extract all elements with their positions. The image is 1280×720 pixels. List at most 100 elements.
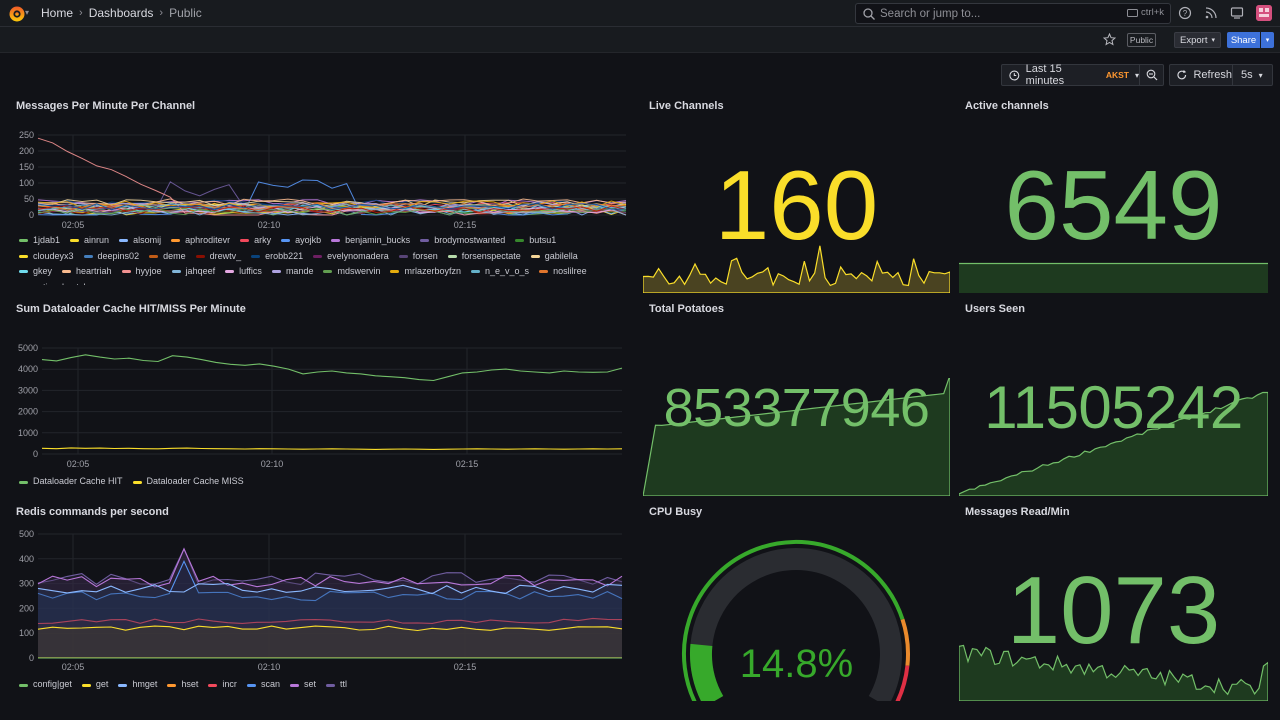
zoom-out-icon [1146,69,1157,81]
legend-item[interactable]: butsu1 [515,233,556,249]
star-icon[interactable] [1103,33,1116,46]
legend-item[interactable]: hyyjoe [121,264,162,280]
legend-swatch [246,683,256,687]
legend-item[interactable]: brodymostwanted [420,233,505,249]
legend-item[interactable]: Dataloader Cache HIT [19,473,123,491]
time-range-picker[interactable]: Last 15 minutes AKST ▾ [1001,63,1140,87]
legend-item[interactable]: set [289,676,316,694]
panel-title: Messages Per Minute Per Channel [16,100,196,112]
legend-item[interactable]: noslilree [539,264,587,280]
timezone-label: AKST [1105,70,1129,80]
legend-item[interactable]: ainrun [70,233,109,249]
legend-item[interactable]: hset [167,676,198,694]
avatar[interactable] [1256,5,1272,21]
legend-label: deepins02 [97,250,140,261]
legend-item[interactable]: deme [149,249,186,265]
dataloader-timeseries-chart[interactable]: 5000 4000 3000 2000 1000 0 02:05 02:10 02:15 [16,333,630,473]
legend-item[interactable]: get [81,676,108,694]
legend-item[interactable]: cloudeyx3 [19,249,74,265]
legend-swatch [132,480,142,484]
legend-item[interactable]: n_e_v_o_s [471,264,529,280]
messages-timeseries-chart[interactable]: 250 200 150 100 50 0 02:05 02:10 02:15 [16,125,630,235]
legend-item[interactable]: arky [240,233,271,249]
legend-item[interactable]: incr [208,676,237,694]
legend-label: gabilella [544,250,578,261]
refresh-button[interactable]: Refresh [1169,64,1233,86]
breadcrumb-dashboards[interactable]: Dashboards [88,6,154,20]
legend-item[interactable]: gkey [19,264,52,280]
legend-item[interactable]: nymn [98,280,134,286]
legend-label: cloudeyx3 [33,250,74,261]
legend-label: arky [254,235,272,245]
legend-item[interactable]: notjoeykaotyk [19,280,88,286]
legend-item[interactable]: benjamin_bucks [331,233,410,249]
legend-swatch [208,683,218,687]
legend-label: scan [260,679,280,690]
chevron-down-icon: ▾ [1258,70,1263,80]
zoom-out-button[interactable] [1140,64,1164,86]
refresh-interval-picker[interactable]: 5s ▾ [1233,64,1273,86]
panel-dataloader-cache: Sum Dataloader Cache HIT/MISS Per Minute… [16,303,630,493]
legend-label: forsen [412,250,438,261]
legend-item[interactable]: alsomij [119,233,161,249]
breadcrumb: Home › Dashboards › Public [41,6,202,20]
legend-label: aphroditevr [185,235,231,245]
search-input[interactable]: Search or jump to... ctrl+k [855,3,1171,24]
legend-item[interactable]: forsenspectate [447,249,521,265]
legend-item[interactable]: jahqeef [171,264,215,280]
legend-item[interactable]: drewtv_ [195,249,241,265]
legend-label: Dataloader Cache HIT [33,476,123,487]
legend-item[interactable]: 1jdab1 [19,233,60,249]
legend-item[interactable]: gabilella [530,249,578,265]
legend-item[interactable]: luffics [225,264,262,280]
export-button[interactable]: Export ▾ [1174,32,1221,48]
panel-title: Messages Read/Min [965,506,1070,518]
y-tick-label: 0 [29,653,34,663]
legend-item[interactable]: scan [246,676,280,694]
legend-item[interactable]: mdswervin [323,264,380,280]
legend-item[interactable]: hmget [118,676,157,694]
legend-item[interactable]: ttl [325,676,347,694]
legend-item[interactable]: aphroditevr [171,233,230,249]
export-label: Export [1180,34,1208,46]
legend-item[interactable]: ayojkb [281,233,321,249]
y-tick-label: 100 [19,628,34,638]
legend-swatch [331,239,341,243]
legend-item[interactable]: erobb221 [251,249,303,265]
stat-value: 11505242 [984,374,1243,441]
panel-cpu-busy: CPU Busy 14.8% [643,506,950,701]
stat-value: 6549 [1004,150,1223,260]
panel-total-potatoes: Total Potatoes 853377946 [643,303,950,496]
legend-label: ainrun [84,235,110,245]
x-tick-label: 02:10 [258,662,281,672]
y-tick-label: 4000 [18,364,38,374]
panel-title: Redis commands per second [16,506,169,518]
legend-item[interactable]: heartriah [62,264,112,280]
series-line [37,200,627,209]
legend-item[interactable]: evelynomadera [313,249,389,265]
chevron-down-icon[interactable]: ▾ [25,8,30,17]
y-tick-label: 500 [19,529,34,539]
search-icon [863,7,875,20]
share-button[interactable]: Share [1227,32,1260,48]
public-badge: Public [1127,33,1156,47]
kiosk-mode-icon[interactable] [1230,6,1244,20]
legend-item[interactable]: mande [271,264,313,280]
legend-item[interactable]: Dataloader Cache MISS [132,473,244,491]
redis-timeseries-chart[interactable]: 500 400 300 200 100 0 02:05 02:10 02:15 [16,528,630,678]
series-line [37,547,623,588]
legend-item[interactable]: deepins02 [83,249,140,265]
legend-item[interactable]: mrlazerboyfzn [390,264,461,280]
legend-label: ttl [339,679,347,690]
active-channels-sparkline [959,262,1268,293]
share-dropdown-button[interactable]: ▾ [1261,32,1274,48]
breadcrumb-home[interactable]: Home [41,6,74,20]
grafana-logo-icon[interactable] [8,5,26,23]
news-feed-icon[interactable] [1204,6,1218,20]
help-icon[interactable]: ? [1178,6,1192,20]
legend-item[interactable]: config|get [19,676,72,694]
legend-swatch [515,239,525,243]
legend-item[interactable]: forsen [398,249,438,265]
y-tick-label: 50 [24,194,34,204]
time-range-label: Last 15 minutes [1025,63,1065,87]
